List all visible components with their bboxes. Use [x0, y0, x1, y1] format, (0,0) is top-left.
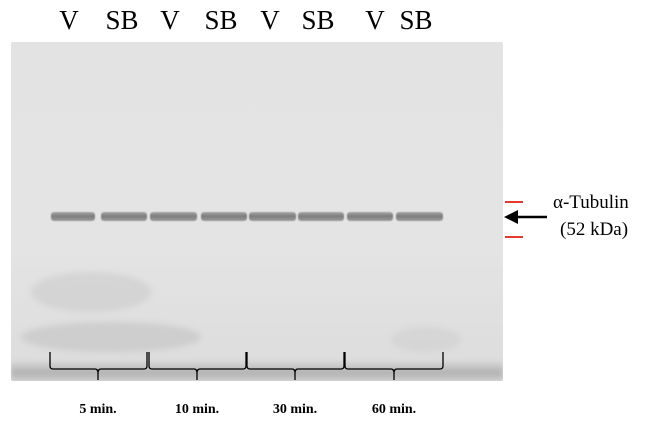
protein-band-lane-3 — [150, 212, 197, 221]
bracket-5-min — [49, 352, 148, 380]
protein-band-lane-1 — [51, 212, 95, 221]
protein-band-lane-4 — [201, 212, 247, 221]
gel-smudge — [391, 327, 461, 352]
gel-smudge — [21, 322, 201, 352]
band-size-label: (52 kDa) — [560, 219, 629, 240]
time-label-5-min: 5 min. — [79, 402, 117, 417]
gel-bottom-smear — [11, 360, 503, 381]
lane-label-6: SB — [301, 5, 335, 35]
bracket-30-min — [246, 352, 345, 380]
time-label-10-min: 10 min. — [174, 402, 220, 417]
lane-label-2: SB — [105, 5, 139, 35]
protein-band-lane-5 — [249, 212, 296, 221]
protein-band-lane-7 — [347, 212, 393, 221]
bracket-60-min — [344, 352, 444, 380]
lane-label-3: V — [160, 5, 180, 35]
gel-smudge — [31, 272, 151, 312]
lane-label-7: V — [365, 5, 385, 35]
protein-band-lane-2 — [101, 212, 147, 221]
time-label-60-min: 60 min. — [371, 402, 417, 417]
time-label-30-min: 30 min. — [272, 402, 318, 417]
lane-label-4: SB — [204, 5, 238, 35]
lane-label-8: SB — [399, 5, 433, 35]
marker-line-lower — [505, 236, 523, 238]
protein-band-lane-6 — [298, 212, 344, 221]
lane-label-1: V — [59, 5, 79, 35]
band-name-label: α-Tubulin — [553, 192, 629, 213]
bracket-10-min — [148, 352, 247, 380]
western-blot-gel — [11, 42, 503, 381]
arrow-left-icon — [504, 210, 547, 224]
protein-band-lane-8 — [396, 212, 443, 221]
lane-label-5: V — [260, 5, 280, 35]
marker-line-upper — [505, 201, 523, 203]
